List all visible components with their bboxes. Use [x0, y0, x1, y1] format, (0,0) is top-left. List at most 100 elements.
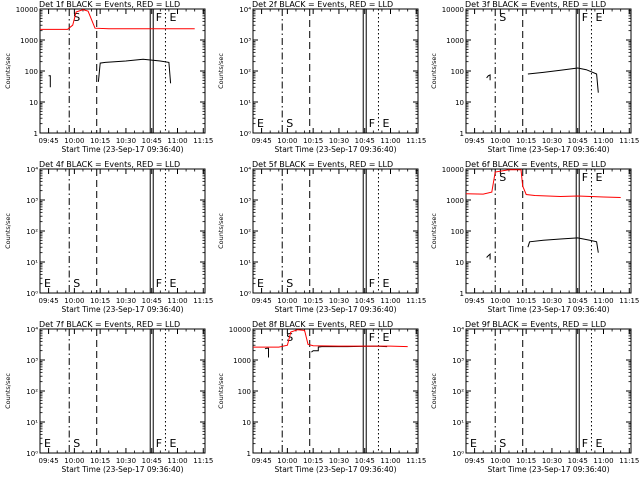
y-tick-label: 1	[460, 130, 464, 138]
y-tick-label: 10	[455, 99, 464, 107]
marker-label: E	[470, 437, 477, 450]
marker-label: F	[156, 11, 162, 24]
x-tick-label: 09:45	[39, 457, 59, 465]
y-tick-label: 10²	[26, 388, 38, 396]
y-tick-label: 10⁰	[239, 130, 251, 138]
det-panel-1: Det 1f BLACK = Events, RED = LLD 1 10 100 10…	[4, 0, 213, 154]
marker-label: S	[499, 11, 506, 24]
x-tick-label: 10:30	[329, 457, 349, 465]
y-axis-label: Counts/sec	[4, 373, 12, 409]
y-axis-label: Counts/sec	[430, 53, 438, 89]
y-tick-label: 10³	[452, 357, 464, 365]
x-tick-label: 10:15	[90, 457, 110, 465]
marker-label: E	[44, 437, 51, 450]
x-tick-label: 09:45	[465, 457, 485, 465]
chart-title: Det 2f BLACK = Events, RED = LLD	[252, 0, 393, 9]
y-tick-label: 10⁴	[452, 326, 464, 334]
y-tick-label: 1000	[446, 37, 464, 45]
x-tick-label: 09:45	[39, 137, 59, 145]
det-panel-6: Det 6f BLACK = Events, RED = LLD 1 10 100 10…	[430, 160, 639, 314]
x-tick-label: 10:45	[355, 457, 375, 465]
plot-frame	[252, 328, 419, 454]
y-tick-label: 10000	[16, 6, 38, 14]
y-tick-label: 10000	[442, 166, 464, 174]
marker-label: E	[257, 277, 264, 290]
x-tick-label: 10:15	[303, 137, 323, 145]
x-tick-label: 10:00	[64, 457, 84, 465]
x-tick-label: 11:15	[619, 297, 639, 305]
series-events-line	[264, 347, 269, 358]
x-axis-label: Start Time (23-Sep-17 09:36:40)	[275, 145, 397, 154]
marker-label: F	[369, 277, 375, 290]
marker-label: E	[595, 437, 602, 450]
x-axis-label: Start Time (23-Sep-17 09:36:40)	[62, 305, 184, 314]
y-axis-label: Counts/sec	[430, 213, 438, 249]
x-axis-label: Start Time (23-Sep-17 09:36:40)	[488, 305, 610, 314]
det-panel-8: Det 8f BLACK = Events, RED = LLD 1 10 100 10…	[217, 320, 426, 474]
marker-label: S	[73, 11, 80, 24]
y-tick-label: 10	[242, 419, 251, 427]
x-tick-label: 11:00	[593, 457, 613, 465]
series-events-line	[97, 58, 172, 84]
plot-frame	[465, 328, 632, 454]
x-axis-label: Start Time (23-Sep-17 09:36:40)	[275, 305, 397, 314]
y-tick-label: 10⁰	[452, 450, 464, 458]
y-tick-label: 10³	[26, 197, 38, 205]
x-tick-label: 10:45	[568, 297, 588, 305]
det-panel-2: Det 2f BLACK = Events, RED = LLD 10⁰ 10¹ 10…	[217, 0, 426, 154]
y-tick-label: 10⁴	[239, 166, 251, 174]
x-tick-label: 11:15	[193, 137, 213, 145]
y-tick-label: 100	[451, 228, 464, 236]
marker-label: E	[169, 277, 176, 290]
x-tick-label: 11:15	[406, 297, 426, 305]
series-lld-line	[40, 9, 195, 30]
x-tick-label: 10:30	[116, 457, 136, 465]
marker-label: S	[499, 437, 506, 450]
y-tick-label: 100	[451, 68, 464, 76]
x-tick-label: 10:00	[64, 137, 84, 145]
chart-title: Det 4f BLACK = Events, RED = LLD	[39, 160, 180, 169]
x-tick-label: 10:45	[142, 297, 162, 305]
x-tick-label: 10:45	[355, 297, 375, 305]
marker-label: E	[169, 11, 176, 24]
marker-label: F	[582, 437, 588, 450]
chart-title: Det 1f BLACK = Events, RED = LLD	[39, 0, 180, 9]
x-tick-label: 10:00	[277, 137, 297, 145]
x-axis-label: Start Time (23-Sep-17 09:36:40)	[62, 145, 184, 154]
chart-title: Det 7f BLACK = Events, RED = LLD	[39, 320, 180, 329]
y-tick-label: 10²	[239, 228, 251, 236]
y-tick-label: 10000	[229, 326, 251, 334]
x-tick-label: 09:45	[252, 137, 272, 145]
y-tick-label: 10⁰	[26, 290, 38, 298]
chart-title: Det 8f BLACK = Events, RED = LLD	[252, 320, 393, 329]
chart-title: Det 5f BLACK = Events, RED = LLD	[252, 160, 393, 169]
y-axis-label: Counts/sec	[4, 213, 12, 249]
marker-label: F	[369, 117, 375, 130]
y-tick-label: 10¹	[26, 419, 38, 427]
y-tick-label: 10³	[239, 197, 251, 205]
series-events-line	[527, 67, 599, 93]
y-tick-label: 10	[455, 259, 464, 267]
y-tick-label: 10000	[442, 6, 464, 14]
y-tick-label: 10¹	[239, 99, 251, 107]
marker-label: E	[595, 171, 602, 184]
x-axis-label: Start Time (23-Sep-17 09:36:40)	[488, 145, 610, 154]
marker-label: S	[73, 437, 80, 450]
y-tick-label: 10¹	[239, 259, 251, 267]
series-events-line	[486, 252, 491, 260]
marker-label: F	[582, 171, 588, 184]
x-tick-label: 09:45	[465, 137, 485, 145]
x-tick-label: 10:30	[116, 297, 136, 305]
y-tick-label: 10⁴	[26, 166, 38, 174]
marker-label: F	[369, 331, 375, 344]
x-tick-label: 11:00	[593, 297, 613, 305]
marker-label: S	[286, 277, 293, 290]
marker-label: E	[44, 277, 51, 290]
x-tick-label: 11:15	[619, 457, 639, 465]
x-axis-label: Start Time (23-Sep-17 09:36:40)	[62, 465, 184, 474]
y-tick-label: 10³	[239, 37, 251, 45]
x-tick-label: 11:00	[167, 137, 187, 145]
x-tick-label: 11:00	[380, 457, 400, 465]
y-tick-label: 1	[460, 290, 464, 298]
